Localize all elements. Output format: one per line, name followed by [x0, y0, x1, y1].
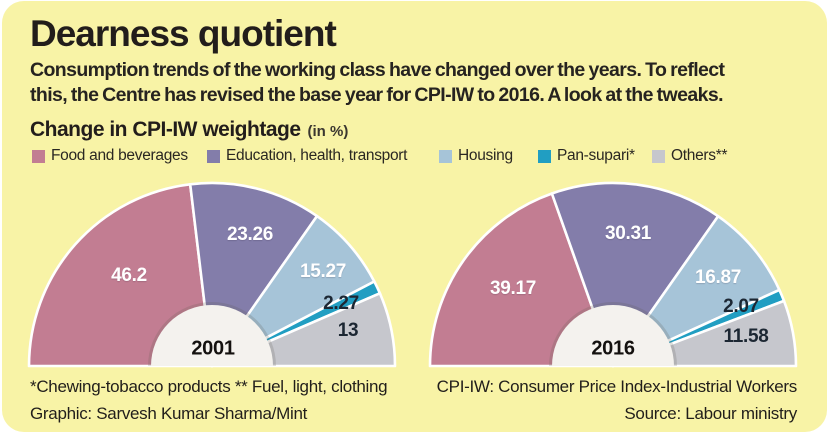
footnote-credit: Graphic: Sarvesh Kumar Sharma/Mint [30, 404, 308, 423]
slice-value-label: 39.17 [489, 278, 537, 299]
chart-section-header: Change in CPI-IW weightage (in %) [30, 118, 348, 142]
chart-year-label: 2016 [591, 337, 635, 360]
legend-item-food-and-beverages: Food and beverages [32, 147, 188, 165]
legend-swatch-food-and-beverages [32, 149, 45, 163]
slice-value-label: 11.58 [723, 326, 769, 347]
legend-label: Pan-supari* [557, 147, 635, 164]
chart-unit: (in %) [307, 123, 349, 140]
page-title: Dearness quotient [30, 13, 337, 54]
legend-label: Food and beverages [51, 147, 188, 164]
legend-item-housing: Housing [439, 147, 513, 165]
slice-value-label: 30.31 [604, 223, 652, 244]
legend-swatch-education-health-transport [207, 149, 220, 163]
center-dome [552, 305, 674, 366]
legend-item-others: Others** [652, 147, 727, 165]
footnote-left: *Chewing-tobacco products ** Fuel, light… [30, 373, 388, 427]
slice-food-and-beverages-2016 [428, 192, 615, 368]
chart-year-label: 2001 [191, 337, 235, 360]
slice-value-label: 16.87 [694, 267, 742, 288]
subtitle-line-1: Consumption trends of the working class … [30, 59, 725, 81]
footnote-definitions: *Chewing-tobacco products ** Fuel, light… [30, 377, 388, 396]
infographic-card: Dearness quotient Consumption trends of … [2, 1, 827, 432]
slice-value-label: 2.27 [323, 293, 359, 314]
chart-2001-svg [27, 181, 397, 368]
footnote-abbreviation: CPI-IW: Consumer Price Index-Industrial … [436, 377, 798, 396]
chart-2001: 46.2 23.26 15.27 2.27 13 2001 [12, 179, 412, 369]
chart-2016-svg [428, 181, 798, 368]
legend-label: Education, health, transport [226, 147, 408, 164]
legend-item-pan-supari: Pan-supari* [538, 147, 635, 165]
slice-value-label: 23.26 [226, 224, 274, 245]
center-dome [151, 305, 273, 366]
legend-swatch-others [652, 149, 665, 163]
chart-2016: 39.17 30.31 16.87 2.07 11.58 2016 [413, 179, 813, 369]
slice-value-label: 46.2 [111, 265, 147, 286]
footnote-source: Source: Labour ministry [624, 404, 797, 423]
slice-value-label: 13 [337, 320, 359, 341]
legend-swatch-housing [439, 149, 452, 163]
legend-label: Others** [671, 147, 728, 164]
subtitle-line-2: this, the Centre has revised the base ye… [30, 83, 724, 106]
legend-swatch-pan-supari [538, 149, 551, 163]
legend: Food and beverages Education, health, tr… [2, 147, 827, 167]
slice-value-label: 2.07 [723, 296, 759, 317]
footnote-right: CPI-IW: Consumer Price Index-Industrial … [436, 373, 798, 427]
legend-item-education-health-transport: Education, health, transport [207, 147, 407, 165]
chart-title: Change in CPI-IW weightage [30, 118, 301, 141]
slice-food-and-beverages-2001 [27, 183, 214, 368]
subtitle: Consumption trends of the working class … [30, 58, 725, 107]
slice-value-label: 15.27 [299, 261, 347, 282]
legend-label: Housing [458, 147, 513, 164]
slice-education-health-transport-2016 [550, 181, 720, 368]
